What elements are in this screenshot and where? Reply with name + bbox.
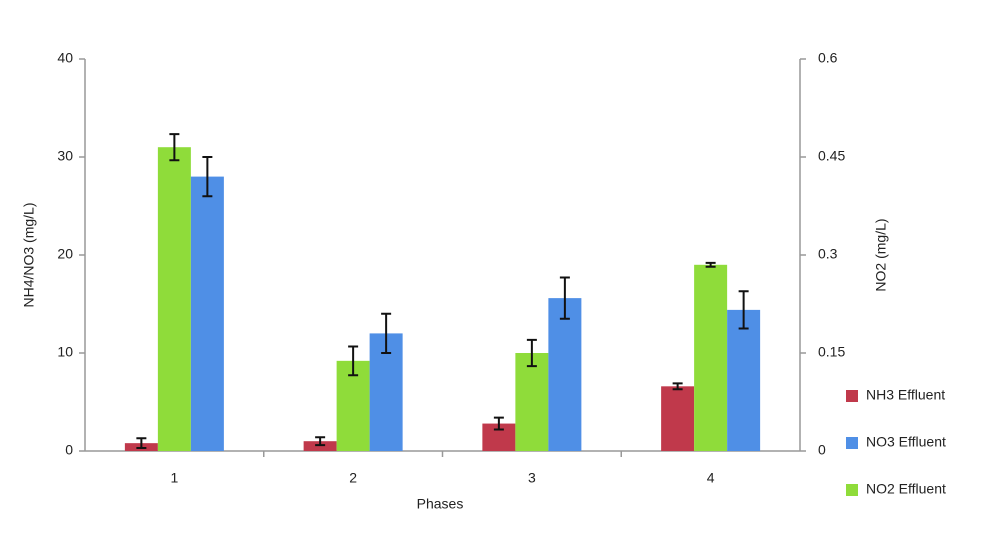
bar — [694, 264, 728, 451]
y2-tick-label: 0 — [818, 442, 826, 458]
x-axis-label: Phases — [417, 496, 464, 512]
y-tick-label: 20 — [57, 246, 73, 262]
error-bar — [672, 382, 683, 391]
legend-swatch — [846, 484, 858, 496]
y2-tick-label: 0.15 — [818, 344, 845, 360]
legend-label: NO2 Effluent — [866, 481, 946, 497]
x-tick-label: 2 — [349, 470, 357, 486]
error-bar — [493, 416, 504, 431]
error-bar — [169, 133, 180, 162]
bar — [661, 386, 695, 451]
legend-label: NH3 Effluent — [866, 387, 945, 403]
error-bar — [381, 312, 392, 354]
bar — [548, 298, 582, 451]
y-tick-label: 0 — [65, 442, 73, 458]
error-bar — [315, 436, 326, 447]
error-bar — [136, 437, 147, 450]
error-bar — [738, 290, 749, 330]
bar — [190, 176, 224, 451]
bar — [727, 309, 761, 451]
y-tick-label: 30 — [57, 148, 73, 164]
y2-tick-label: 0.45 — [818, 148, 845, 164]
error-bar — [202, 156, 213, 198]
x-tick-label: 4 — [707, 470, 715, 486]
legend-swatch — [846, 437, 858, 449]
y-tick-label: 40 — [57, 50, 73, 66]
legend-label: NO3 Effluent — [866, 434, 946, 450]
y2-axis-label: NO2 (mg/L) — [873, 218, 889, 291]
bar — [515, 353, 549, 451]
y-tick-label: 10 — [57, 344, 73, 360]
error-bar — [526, 338, 537, 368]
y2-tick-label: 0.3 — [818, 246, 838, 262]
error-bar — [705, 261, 716, 268]
legend-swatch — [846, 390, 858, 402]
y2-tick-label: 0.6 — [818, 50, 838, 66]
x-tick-label: 1 — [170, 470, 178, 486]
error-bar — [348, 345, 359, 377]
bar — [157, 147, 191, 451]
x-tick-label: 3 — [528, 470, 536, 486]
error-bar — [559, 276, 570, 320]
y-axis-label: NH4/NO3 (mg/L) — [21, 202, 37, 307]
